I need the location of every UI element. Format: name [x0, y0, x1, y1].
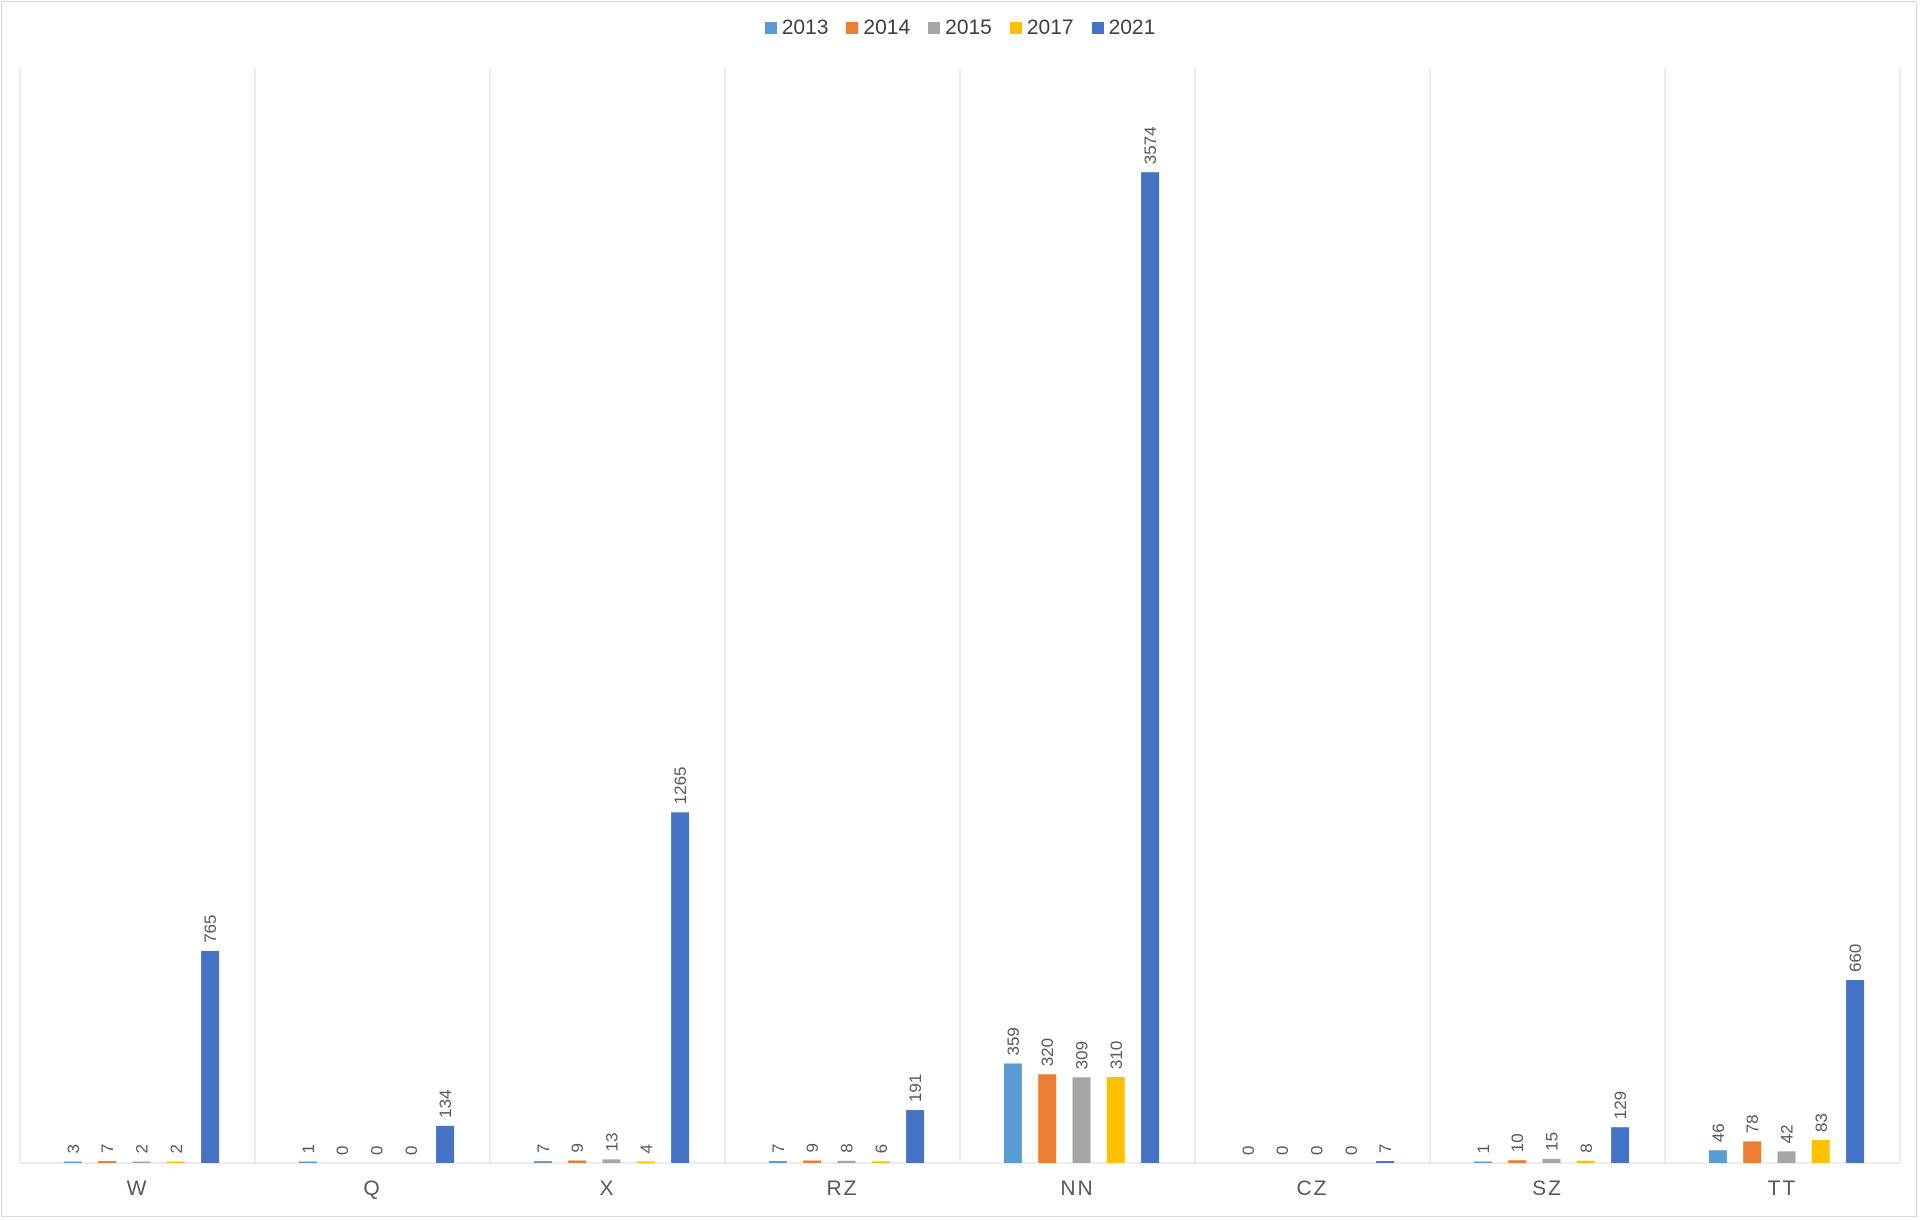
bar-RZ-2015: [837, 1160, 856, 1163]
legend-label: 2017: [1026, 16, 1074, 39]
bar-SZ-2015: [1542, 1158, 1561, 1163]
legend-swatch: [846, 22, 859, 34]
data-label-SZ-2013: 1: [1474, 1144, 1493, 1153]
legend-item-2017: 2017: [1009, 16, 1074, 40]
bar-RZ-2013: [768, 1161, 787, 1163]
data-label-Q-2014: 0: [333, 1146, 352, 1155]
x-tick-label: Q: [363, 1177, 381, 1200]
x-tick-label: X: [599, 1177, 615, 1200]
data-label-SZ-2021: 129: [1611, 1091, 1630, 1119]
x-tick-label: CZ: [1297, 1177, 1329, 1200]
bar-NN-2017: [1106, 1077, 1125, 1163]
data-label-NN-2017: 310: [1107, 1041, 1126, 1069]
legend-swatch: [928, 22, 941, 34]
bar-RZ-2021: [906, 1110, 925, 1163]
data-label-W-2015: 2: [133, 1144, 152, 1153]
data-label-RZ-2017: 6: [872, 1144, 891, 1153]
legend-swatch: [1009, 22, 1022, 34]
data-label-TT-2014: 78: [1743, 1114, 1762, 1133]
bar-W-2015: [132, 1161, 151, 1163]
data-label-Q-2017: 0: [402, 1146, 421, 1155]
bar-NN-2014: [1038, 1074, 1057, 1163]
data-label-Q-2013: 1: [299, 1144, 318, 1153]
data-label-SZ-2015: 15: [1543, 1132, 1562, 1151]
data-label-Q-2015: 0: [368, 1146, 387, 1155]
data-label-NN-2021: 3574: [1141, 126, 1160, 164]
legend-item-2021: 2021: [1091, 16, 1156, 40]
bar-Q-2021: [436, 1125, 455, 1163]
bar-W-2013: [63, 1161, 82, 1163]
data-label-RZ-2013: 7: [769, 1144, 788, 1153]
data-label-CZ-2021: 7: [1376, 1144, 1395, 1153]
data-label-RZ-2014: 9: [803, 1143, 822, 1152]
bar-TT-2013: [1708, 1150, 1727, 1163]
bar-X-2017: [636, 1161, 655, 1163]
data-label-NN-2013: 359: [1004, 1027, 1023, 1055]
chart-legend: 2013 2014 2015 2017 2021: [0, 16, 1920, 40]
bar-SZ-2014: [1508, 1160, 1527, 1163]
data-label-CZ-2015: 0: [1308, 1146, 1327, 1155]
bar-SZ-2021: [1611, 1127, 1630, 1163]
legend-label: 2021: [1108, 16, 1156, 39]
data-label-X-2021: 1265: [671, 766, 690, 804]
legend-swatch: [1091, 22, 1104, 34]
bar-W-2017: [166, 1161, 185, 1163]
bar-SZ-2017: [1576, 1160, 1595, 1163]
bar-RZ-2014: [803, 1160, 822, 1163]
data-label-CZ-2014: 0: [1273, 1146, 1292, 1155]
bar-TT-2015: [1777, 1151, 1796, 1163]
data-label-RZ-2015: 8: [838, 1143, 857, 1152]
bar-TT-2021: [1846, 980, 1865, 1163]
legend-label: 2013: [781, 16, 829, 39]
data-label-W-2017: 2: [167, 1144, 186, 1153]
x-tick-label: RZ: [827, 1177, 859, 1200]
data-label-TT-2017: 83: [1812, 1113, 1831, 1132]
x-tick-label: SZ: [1532, 1177, 1563, 1200]
bar-TT-2014: [1743, 1141, 1762, 1163]
legend-label: 2015: [945, 16, 992, 39]
data-label-W-2013: 3: [64, 1144, 83, 1153]
bar-NN-2021: [1141, 172, 1160, 1163]
legend-item-2015: 2015: [928, 16, 992, 40]
data-label-W-2014: 7: [98, 1144, 117, 1153]
data-label-TT-2015: 42: [1778, 1124, 1797, 1143]
x-tick-label: TT: [1768, 1177, 1798, 1200]
data-label-TT-2021: 660: [1846, 944, 1865, 972]
data-label-NN-2014: 320: [1038, 1038, 1057, 1066]
x-tick-label: W: [127, 1177, 149, 1200]
data-label-X-2014: 9: [568, 1143, 587, 1152]
data-label-X-2013: 7: [534, 1144, 553, 1153]
data-label-CZ-2013: 0: [1239, 1146, 1258, 1155]
legend-label: 2014: [863, 16, 911, 39]
bar-NN-2015: [1072, 1077, 1091, 1163]
data-label-Q-2021: 134: [436, 1089, 455, 1117]
bar-X-2013: [533, 1161, 552, 1163]
legend-swatch: [764, 22, 777, 34]
data-label-TT-2013: 46: [1709, 1123, 1728, 1142]
bar-NN-2013: [1003, 1063, 1022, 1163]
bar-X-2015: [602, 1159, 621, 1163]
data-label-X-2015: 13: [603, 1132, 622, 1151]
bar-CZ-2021: [1376, 1161, 1395, 1163]
data-label-RZ-2021: 191: [906, 1074, 925, 1102]
bar-RZ-2017: [871, 1161, 890, 1163]
bar-X-2021: [671, 812, 690, 1163]
legend-item-2014: 2014: [846, 16, 910, 40]
x-tick-label: NN: [1060, 1177, 1094, 1200]
bar-X-2014: [568, 1160, 587, 1163]
data-label-X-2017: 4: [637, 1144, 656, 1153]
legend-item-2013: 2013: [764, 16, 829, 40]
bar-W-2014: [98, 1161, 117, 1163]
data-label-CZ-2017: 0: [1342, 1146, 1361, 1155]
bar-W-2021: [201, 950, 220, 1163]
data-label-SZ-2014: 10: [1508, 1133, 1527, 1152]
data-label-SZ-2017: 8: [1577, 1143, 1596, 1152]
bar-SZ-2013: [1473, 1161, 1492, 1163]
data-label-NN-2015: 309: [1073, 1041, 1092, 1069]
bar-TT-2017: [1811, 1139, 1830, 1163]
bar-Q-2013: [298, 1161, 317, 1163]
data-label-W-2021: 765: [201, 915, 220, 943]
